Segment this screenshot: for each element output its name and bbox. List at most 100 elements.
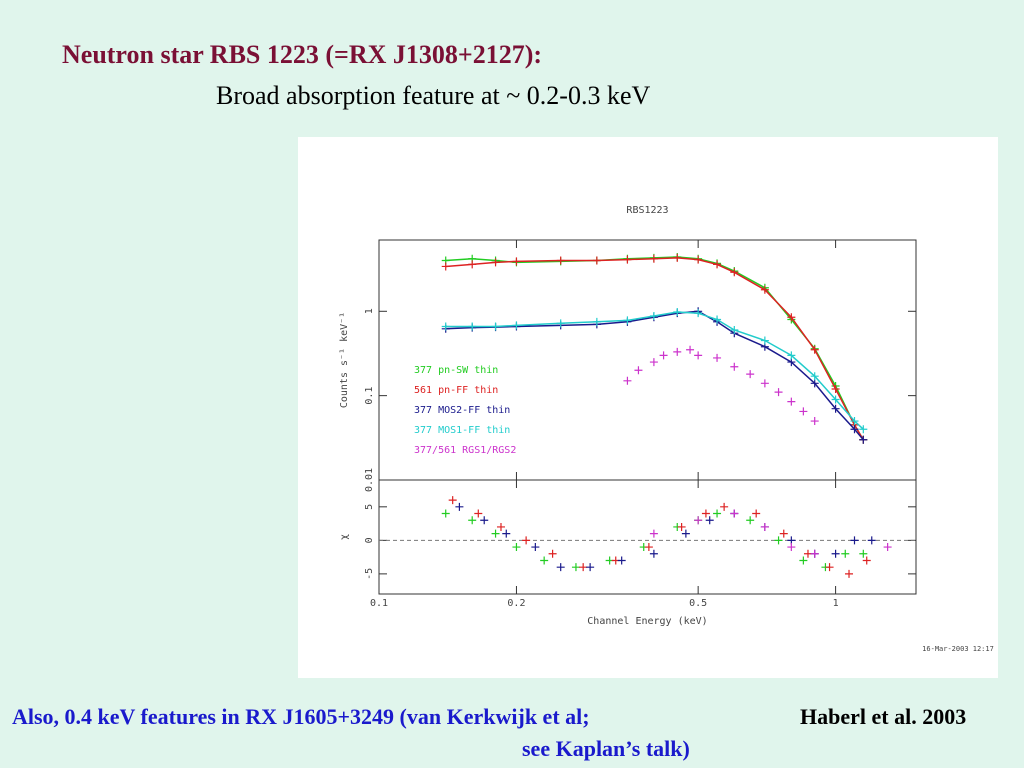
data-point bbox=[468, 322, 477, 331]
data-point bbox=[799, 407, 808, 416]
data-point bbox=[694, 255, 703, 264]
data-point bbox=[730, 509, 739, 518]
data-point bbox=[644, 543, 653, 552]
data-point bbox=[760, 285, 769, 294]
data-point bbox=[746, 370, 755, 379]
legend-entry: 377/561 RGS1/RGS2 bbox=[414, 445, 516, 456]
data-point bbox=[810, 345, 819, 354]
data-point bbox=[799, 556, 808, 565]
data-point bbox=[831, 395, 840, 404]
data-point bbox=[810, 417, 819, 426]
data-point bbox=[491, 529, 500, 538]
data-point bbox=[659, 351, 668, 360]
data-point bbox=[760, 379, 769, 388]
plot-frame bbox=[378, 479, 917, 595]
data-point bbox=[787, 536, 796, 545]
data-point bbox=[649, 549, 658, 558]
data-point bbox=[586, 563, 595, 572]
data-point bbox=[686, 345, 695, 354]
data-point bbox=[730, 326, 739, 335]
data-point bbox=[752, 509, 761, 518]
data-point bbox=[825, 563, 834, 572]
data-point bbox=[448, 496, 457, 505]
data-point bbox=[592, 256, 601, 265]
footnote: Also, 0.4 keV features in RX J1605+3249 … bbox=[12, 704, 590, 729]
data-point bbox=[681, 529, 690, 538]
data-point bbox=[850, 425, 859, 434]
data-point bbox=[694, 516, 703, 525]
data-point bbox=[673, 347, 682, 356]
data-point bbox=[474, 509, 483, 518]
data-point bbox=[883, 543, 892, 552]
x-axis-label: Channel Energy (keV) bbox=[587, 616, 707, 627]
data-point bbox=[468, 516, 477, 525]
data-point bbox=[540, 556, 549, 565]
data-point bbox=[713, 509, 722, 518]
x-tick-label: 0.1 bbox=[370, 598, 388, 609]
footnote: see Kaplan’s talk) bbox=[522, 736, 690, 761]
data-point bbox=[480, 516, 489, 525]
legend-entry: 377 MOS1-FF thin bbox=[414, 425, 510, 436]
data-point bbox=[634, 366, 643, 375]
data-point bbox=[787, 543, 796, 552]
data-point bbox=[760, 522, 769, 531]
data-point bbox=[779, 529, 788, 538]
x-tick-label: 0.2 bbox=[507, 598, 525, 609]
data-point bbox=[649, 358, 658, 367]
data-point bbox=[859, 549, 868, 558]
data-point bbox=[556, 256, 565, 265]
data-point bbox=[617, 556, 626, 565]
data-point bbox=[760, 336, 769, 345]
data-point bbox=[512, 321, 521, 330]
data-point bbox=[649, 529, 658, 538]
data-point bbox=[694, 309, 703, 318]
y-axis-label: Counts s⁻¹ keV⁻¹ bbox=[339, 312, 350, 408]
slide-title: Neutron star RBS 1223 (=RX J1308+2127): bbox=[62, 40, 542, 69]
data-point bbox=[556, 563, 565, 572]
data-point bbox=[548, 549, 557, 558]
data-point bbox=[859, 425, 868, 434]
data-point bbox=[649, 254, 658, 263]
legend-entry: 561 pn-FF thin bbox=[414, 385, 498, 396]
data-point bbox=[531, 543, 540, 552]
data-point bbox=[694, 351, 703, 360]
data-point bbox=[831, 404, 840, 413]
data-point bbox=[803, 549, 812, 558]
data-point bbox=[623, 376, 632, 385]
plot-background bbox=[298, 137, 998, 678]
data-point bbox=[831, 384, 840, 393]
legend-entry: 377 pn-SW thin bbox=[414, 365, 498, 376]
legend-entry: 377 MOS2-FF thin bbox=[414, 405, 510, 416]
credit: Haberl et al. 2003 bbox=[800, 704, 966, 729]
data-point bbox=[831, 549, 840, 558]
data-point bbox=[850, 417, 859, 426]
data-point bbox=[496, 522, 505, 531]
data-point bbox=[579, 563, 588, 572]
data-point bbox=[841, 549, 850, 558]
data-point bbox=[677, 522, 686, 531]
data-point bbox=[713, 315, 722, 324]
data-point bbox=[787, 397, 796, 406]
data-point bbox=[810, 372, 819, 381]
data-point bbox=[730, 362, 739, 371]
data-point bbox=[623, 316, 632, 325]
data-point bbox=[592, 317, 601, 326]
timestamp: 16-Mar-2003 12:17 bbox=[922, 645, 994, 653]
data-point bbox=[571, 563, 580, 572]
data-point bbox=[468, 260, 477, 269]
data-point bbox=[810, 379, 819, 388]
data-point bbox=[673, 308, 682, 317]
data-point bbox=[455, 502, 464, 511]
y-tick-label: 0.01 bbox=[364, 468, 375, 492]
y-axis-label: χ bbox=[339, 534, 350, 540]
y-tick-label: -5 bbox=[364, 568, 375, 580]
plot-image: 16-Mar-2003 12:17 RBS1223 Counts s⁻¹ keV⁻… bbox=[298, 137, 998, 678]
data-point bbox=[713, 260, 722, 269]
data-point bbox=[859, 435, 868, 444]
data-point bbox=[845, 569, 854, 578]
data-point bbox=[491, 322, 500, 331]
data-point bbox=[787, 313, 796, 322]
data-point bbox=[720, 502, 729, 511]
